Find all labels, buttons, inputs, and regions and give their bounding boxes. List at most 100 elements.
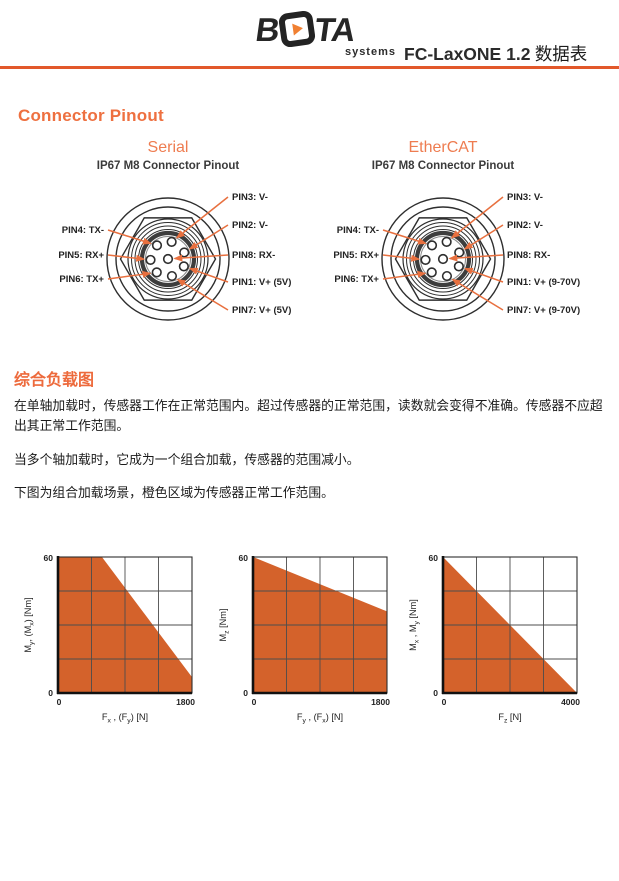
pin-label-left: PIN6: TX+ [334, 274, 379, 285]
hex-nut [394, 217, 492, 301]
x-tick-max: 4000 [561, 697, 580, 707]
pin-label-right: PIN7: V+ (9-70V) [507, 305, 580, 316]
hex-nut [119, 217, 217, 301]
pin-arrow [451, 278, 504, 311]
y-tick-min: 0 [433, 688, 438, 698]
load-chart-mx-fz: 60 0 0 4000 Fz [N] Mx , My [Nm] [405, 545, 601, 734]
pin-label-left: PIN6: TX+ [59, 274, 104, 285]
y-tick-min: 0 [243, 688, 248, 698]
pin-6 [151, 267, 162, 278]
x-axis-label: Fz [N] [498, 712, 521, 724]
chart-canvas: 60 00 1800 Fy , (Fx) [N] Mz [Nm] [218, 553, 390, 724]
connector-ring [381, 197, 505, 321]
pin-arrow [173, 254, 229, 262]
connector-ring [145, 236, 191, 282]
chart-canvas: 60 00 1800 Fx , (Fy) [N] My, (Mx) [Nm] [23, 553, 195, 724]
connector-ring [420, 236, 466, 282]
pin-label-right: PIN3: V- [232, 192, 268, 203]
pin-label-right: PIN1: V+ (9-70V) [507, 277, 580, 288]
connector-subtitle-serial: IP67 M8 Connector Pinout [96, 160, 240, 172]
section-heading-connector-pinout: Connector Pinout [18, 106, 164, 125]
pin-label-right: PIN2: V- [507, 220, 543, 231]
connector-ring [406, 222, 480, 296]
pin-3 [441, 236, 452, 247]
pin-label-right: PIN1: V+ (5V) [232, 277, 291, 288]
connector-subtitle-ethercat: IP67 M8 Connector Pinout [371, 160, 515, 172]
section-heading-load-diagram: 综合负载图 [14, 372, 95, 389]
connector-diagram-ethercat: EtherCAT IP67 M8 Connector Pinout PIN4: … [293, 139, 593, 347]
pin-2 [454, 247, 465, 258]
pin-label-right: PIN8: RX- [232, 250, 275, 261]
pin-arrow [107, 270, 152, 280]
play-triangle-icon [292, 22, 304, 36]
y-axis-label: My, (Mx) [Nm] [23, 597, 35, 652]
connector-ring [115, 206, 221, 312]
pin-label-right: PIN8: RX- [507, 250, 550, 261]
y-axis-label: Mz [Nm] [218, 608, 230, 641]
x-axis-label: Fx , (Fy) [N] [102, 712, 148, 724]
pin-arrow [382, 270, 427, 280]
pin-arrow [450, 196, 504, 239]
connector-ring [402, 218, 484, 300]
pin-7 [441, 270, 453, 282]
connector-title-ethercat: EtherCAT [408, 139, 478, 156]
pin-arrow [382, 254, 421, 262]
pin-6 [426, 267, 437, 278]
pin-1 [178, 261, 189, 272]
connector-ring [131, 222, 205, 296]
load-diagram-description: 在单轴加载时，传感器工作在正常范围内。超过传感器的正常范围，读数就会变得不准确。… [14, 396, 610, 517]
x-tick-min: 0 [252, 697, 257, 707]
pin-5 [145, 254, 156, 266]
load-chart-my-fx: 60 0 0 1800 Fx , (Fy) [N] My, (Mx) [Nm] [20, 545, 216, 734]
y-tick-max: 60 [44, 553, 54, 563]
logo-wordmark: B TA [253, 9, 396, 49]
pin-arrow [448, 254, 504, 262]
y-axis-label: Mx , My [Nm] [408, 599, 420, 651]
connector-ring [409, 225, 477, 293]
pin-4 [426, 240, 438, 251]
pin-arrow [107, 254, 146, 262]
pin-2 [179, 247, 190, 258]
x-tick-min: 0 [442, 697, 447, 707]
pin-1 [453, 261, 464, 272]
paragraph-multi-axis: 当多个轴加载时，它成为一个组合加载，传感器的范围减小。 [14, 452, 360, 467]
x-tick-min: 0 [57, 697, 62, 707]
pin-arrow [188, 224, 229, 250]
connector-diagram-serial: Serial IP67 M8 Connector Pinout PIN4: TX… [18, 139, 318, 347]
x-axis-label: Fy , (Fx) [N] [297, 712, 343, 724]
chart-canvas: 60 00 4000 Fz [N] Mx , My [Nm] [408, 553, 580, 724]
pin-arrow [107, 229, 152, 245]
doc-title-zh: 数据表 [530, 44, 588, 64]
logo-letter-b: B [253, 10, 282, 48]
y-tick-max: 60 [429, 553, 439, 563]
connector-ring [390, 206, 496, 312]
pin-7 [166, 270, 178, 282]
connector-ring [134, 225, 202, 293]
pin-label-right: PIN2: V- [232, 220, 268, 231]
logo-letters-ta: TA [312, 10, 357, 48]
pin-arrow [463, 224, 504, 250]
bota-logo: B TA systems [253, 9, 396, 58]
y-tick-min: 0 [48, 688, 53, 698]
pin-label-left: PIN5: RX+ [58, 250, 104, 261]
doc-title-model: FC-LaxONE 1.2 [404, 44, 531, 64]
x-tick-max: 1800 [371, 697, 390, 707]
pin-arrow [188, 267, 229, 283]
pin-arrow [176, 278, 229, 311]
x-tick-max: 1800 [176, 697, 195, 707]
y-tick-max: 60 [239, 553, 249, 563]
connector-title-serial: Serial [147, 139, 189, 156]
pin-4 [151, 240, 163, 251]
pin-3 [166, 236, 177, 247]
pin-8 [162, 253, 174, 265]
paragraph-orange-region: 下图为组合加载场景，橙色区域为传感器正常工作范围。 [14, 486, 334, 501]
pin-label-left: PIN5: RX+ [333, 250, 379, 261]
pin-arrow [463, 267, 504, 283]
pin-label-left: PIN4: TX- [337, 225, 379, 236]
pin-label-right: PIN3: V- [507, 192, 543, 203]
paragraph-single-axis: 在单轴加载时，传感器工作在正常范围内。超过传感器的正常范围，读数就会变得不准确。… [14, 399, 603, 434]
connector-svg-serial: PIN4: TX- PIN5: RX+ PIN6: TX+ PIN3: V- PIN2:… [58, 192, 291, 321]
connector-svg-ethercat: PIN4: TX- PIN5: RX+ PIN6: TX+ PIN3: V- PIN2:… [333, 192, 580, 321]
pin-5 [420, 254, 431, 266]
